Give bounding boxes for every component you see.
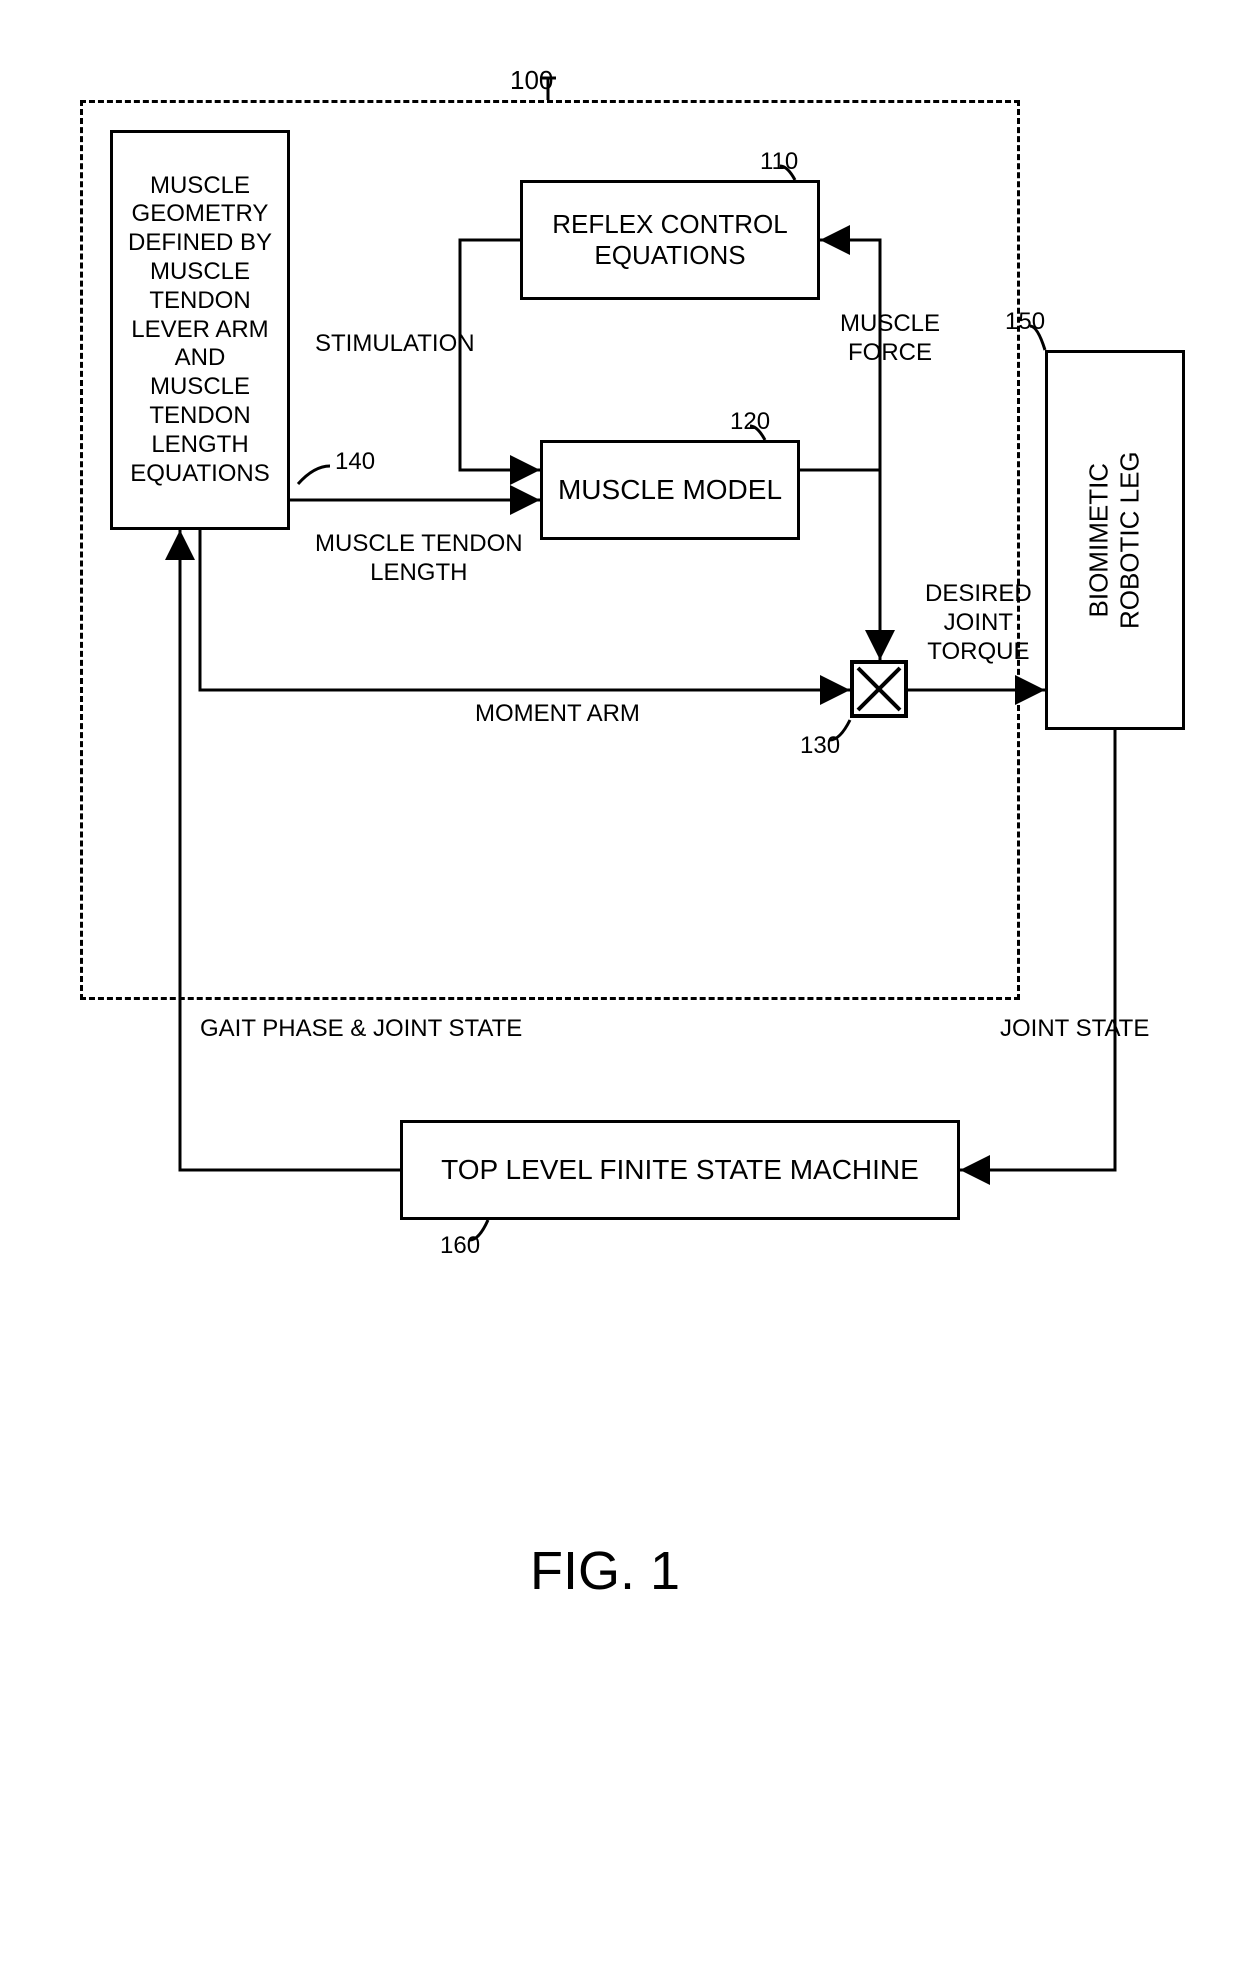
muscle-force-label: MUSCLE FORCE (840, 310, 940, 368)
muscle-geometry-box: MUSCLE GEOMETRY DEFINED BY MUSCLE TENDON… (110, 130, 290, 530)
ref-160: 160 (440, 1232, 480, 1260)
ref-130: 130 (800, 732, 840, 760)
muscle-model-text: MUSCLE MODEL (558, 473, 782, 507)
ref-150: 150 (1005, 308, 1045, 336)
multiplier-icon (850, 660, 908, 718)
ref-120: 120 (730, 408, 770, 436)
reflex-control-text: REFLEX CONTROL EQUATIONS (533, 209, 807, 271)
reflex-control-box: REFLEX CONTROL EQUATIONS (520, 180, 820, 300)
ref-140: 140 (335, 448, 375, 476)
muscle-model-box: MUSCLE MODEL (540, 440, 800, 540)
ref-110: 110 (760, 148, 798, 176)
muscle-geometry-text: MUSCLE GEOMETRY DEFINED BY MUSCLE TENDON… (123, 172, 277, 489)
muscle-tendon-length-label: MUSCLE TENDON LENGTH (315, 530, 523, 588)
fsm-text: TOP LEVEL FINITE STATE MACHINE (441, 1153, 919, 1187)
figure-caption: FIG. 1 (530, 1540, 680, 1602)
moment-arm-label: MOMENT ARM (475, 700, 640, 729)
ref-100: 100 (510, 65, 553, 96)
joint-state-label: JOINT STATE (1000, 1015, 1149, 1044)
diagram-root: MUSCLE GEOMETRY DEFINED BY MUSCLE TENDON… (40, 40, 1200, 1920)
desired-joint-torque-label: DESIRED JOINT TORQUE (925, 580, 1032, 666)
biomimetic-leg-box: BIOMIMETICROBOTIC LEG (1045, 350, 1185, 730)
gait-phase-label: GAIT PHASE & JOINT STATE (200, 1015, 522, 1044)
stimulation-label: STIMULATION (315, 330, 475, 359)
finite-state-machine-box: TOP LEVEL FINITE STATE MACHINE (400, 1120, 960, 1220)
